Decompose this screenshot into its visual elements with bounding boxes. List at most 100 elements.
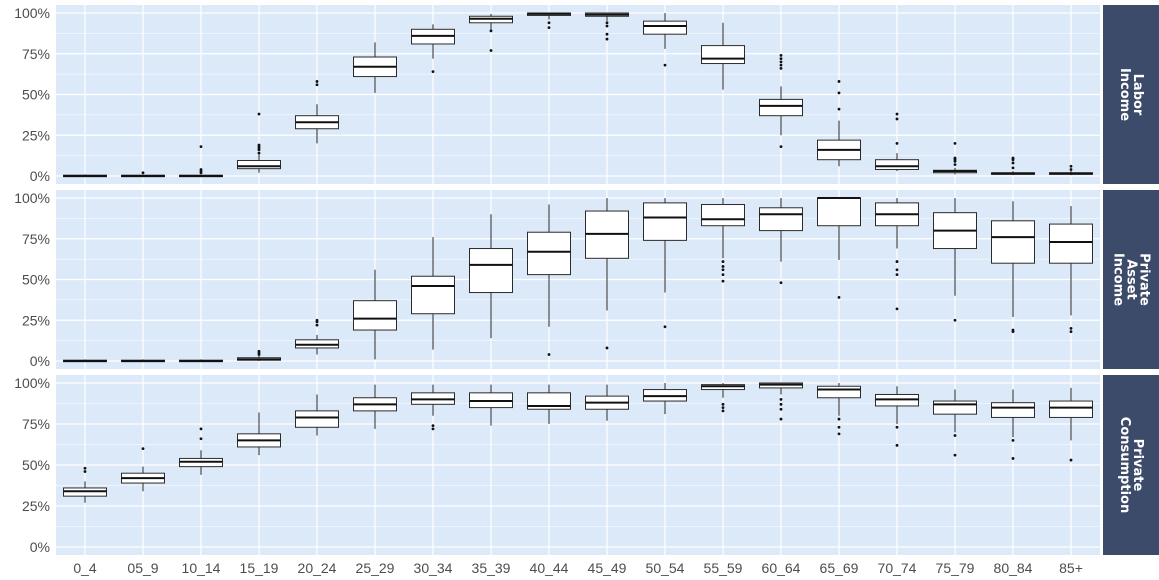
x-tick-label: 35_39 <box>472 560 511 576</box>
box-outlier-point <box>315 83 319 87</box>
box-outlier-point <box>1069 164 1073 168</box>
box-iqr <box>469 248 513 294</box>
box-outlier-point <box>953 318 957 322</box>
x-tick-label: 20_24 <box>298 560 337 576</box>
box-outlier-point <box>199 145 203 149</box>
box-iqr <box>933 400 977 415</box>
facet-strip-label: Asset <box>1124 259 1139 300</box>
box-outlier-point <box>953 142 957 145</box>
box-outlier-point <box>779 53 783 57</box>
x-tick-label: 45_49 <box>588 560 627 576</box>
y-tick-label: 50% <box>22 457 50 473</box>
box-outlier-point <box>83 470 87 473</box>
box-outlier-point <box>779 417 783 421</box>
box-iqr <box>643 202 687 241</box>
box-outlier-point <box>663 63 667 67</box>
y-tick-label: 50% <box>22 272 50 288</box>
box-outlier-point <box>721 260 725 263</box>
box-outlier-point <box>431 70 435 74</box>
box-outlier-point <box>779 402 783 406</box>
x-tick-label: 15_19 <box>240 560 279 576</box>
facet-strip-label: Labor <box>1130 74 1145 116</box>
box-outlier-point <box>547 21 551 25</box>
box-outlier-point <box>779 398 783 401</box>
x-tick-label: 55_59 <box>704 560 743 576</box>
box-outlier-point <box>779 145 783 149</box>
box-iqr <box>991 402 1035 418</box>
box-outlier-point <box>547 26 551 30</box>
box-iqr <box>1049 400 1093 418</box>
y-tick-label: 0% <box>30 353 50 369</box>
box-outlier-point <box>257 349 261 353</box>
box-outlier-point <box>663 325 667 329</box>
y-tick-label: 75% <box>22 46 50 62</box>
y-tick-label: 0% <box>30 539 50 555</box>
box-outlier-point <box>779 407 783 411</box>
box-iqr <box>411 275 455 315</box>
box-outlier-point <box>779 281 783 285</box>
box-outlier-point <box>315 318 319 322</box>
box-outlier-point <box>199 168 203 171</box>
box-outlier-point <box>837 107 841 111</box>
box-outlier-point <box>141 171 145 175</box>
x-tick-label: 30_34 <box>414 560 453 576</box>
facet-strip-label: Income <box>1111 253 1126 306</box>
box-outlier-point <box>1011 328 1015 332</box>
box-outlier-point <box>895 112 899 116</box>
box-outlier-point <box>953 453 957 457</box>
box-outlier-point <box>895 260 899 263</box>
box-outlier-point <box>779 57 783 61</box>
box-outlier-point <box>895 268 899 272</box>
x-tick-label: 50_54 <box>646 560 685 576</box>
box-outlier-point <box>895 273 899 277</box>
facet-strip-label: Private <box>1130 439 1145 492</box>
x-tick-label: 40_44 <box>530 560 569 576</box>
facet-strip-label: Consumption <box>1117 417 1132 513</box>
box-outlier-point <box>721 402 725 406</box>
box-outlier-point <box>895 307 899 311</box>
box-iqr <box>701 45 745 65</box>
x-tick-label: 85+ <box>1059 560 1083 576</box>
box-outlier-point <box>837 425 841 429</box>
box-outlier-point <box>837 91 841 95</box>
box-outlier-point <box>1069 458 1073 462</box>
y-tick-label: 25% <box>22 127 50 143</box>
box-outlier-point <box>141 447 145 450</box>
box-outlier-point <box>953 434 957 437</box>
x-tick-label: 25_29 <box>356 560 395 576</box>
y-tick-label: 25% <box>22 498 50 514</box>
box-outlier-point <box>779 63 783 67</box>
box-outlier-point <box>895 142 899 145</box>
y-tick-label: 100% <box>14 5 50 21</box>
x-tick-label: 60_64 <box>762 560 801 576</box>
box-outlier-point <box>837 80 841 83</box>
box-outlier-point <box>1011 166 1015 170</box>
box-outlier-point <box>721 273 725 277</box>
box-outlier-point <box>837 296 841 299</box>
box-outlier-point <box>605 32 609 36</box>
box-iqr <box>817 385 861 399</box>
box-outlier-point <box>315 80 319 83</box>
box-outlier-point <box>1011 156 1015 160</box>
box-iqr <box>1049 223 1093 264</box>
box-outlier-point <box>431 427 435 431</box>
box-outlier-point <box>489 49 493 52</box>
box-outlier-point <box>1069 327 1073 330</box>
box-outlier-point <box>721 279 725 283</box>
box-iqr <box>295 410 339 428</box>
box-outlier-point <box>779 60 783 64</box>
box-iqr <box>875 159 919 170</box>
box-outlier-point <box>837 417 841 421</box>
box-outlier-point <box>199 437 203 441</box>
box-iqr <box>991 220 1035 264</box>
box-iqr <box>527 231 571 276</box>
facet-strip-label: Income <box>1117 68 1132 121</box>
box-outlier-point <box>605 21 609 25</box>
box-outlier-point <box>721 406 725 409</box>
x-tick-label: 75_79 <box>936 560 975 576</box>
x-tick-label: 05_9 <box>127 560 158 576</box>
box-outlier-point <box>257 112 261 116</box>
box-outlier-point <box>953 156 957 160</box>
x-tick-label: 0_4 <box>73 560 97 576</box>
box-outlier-point <box>721 265 725 268</box>
